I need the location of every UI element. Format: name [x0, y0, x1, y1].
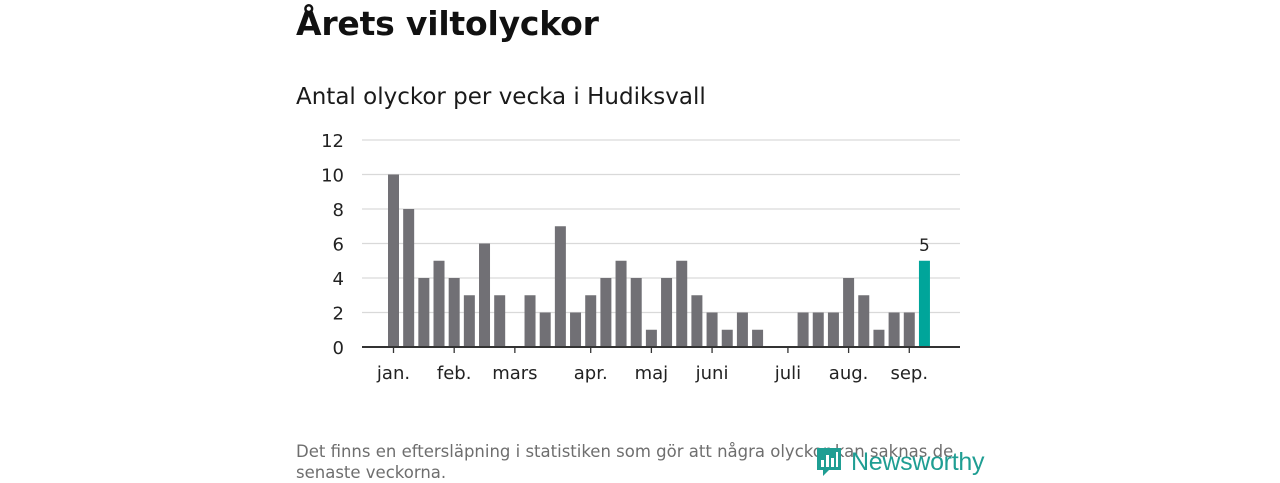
bar[interactable] — [418, 278, 430, 347]
bar[interactable] — [827, 312, 839, 348]
bar[interactable] — [585, 295, 597, 347]
newsworthy-brand-name: Newsworthy — [851, 447, 985, 476]
x-tick-label: jan. — [376, 363, 410, 384]
bar[interactable] — [752, 329, 764, 347]
bar[interactable] — [403, 209, 415, 347]
x-tick-label: aug. — [829, 363, 869, 384]
x-axis-labels: jan. feb. mars apr. maj juni juli aug. sep. — [376, 347, 928, 384]
bar[interactable] — [873, 329, 885, 347]
x-tick-label: feb. — [437, 363, 472, 384]
bars: 5 — [388, 174, 930, 348]
bar[interactable] — [812, 312, 824, 348]
bar[interactable] — [433, 260, 445, 347]
bar[interactable] — [539, 312, 551, 348]
x-tick-label: apr. — [574, 363, 608, 384]
bar[interactable] — [448, 278, 460, 347]
bar-chart: 0 2 4 6 8 10 12 5 jan. feb. mars apr. maj juni juli a… — [321, 131, 960, 384]
x-tick-label: juli — [774, 363, 801, 384]
bar[interactable] — [570, 312, 582, 348]
bar[interactable] — [554, 226, 566, 347]
bar[interactable] — [463, 295, 475, 347]
bar[interactable] — [858, 295, 870, 347]
bar[interactable] — [676, 260, 688, 347]
newsworthy-logo[interactable]: Newsworthy — [815, 446, 984, 478]
newsworthy-logo-icon — [817, 448, 841, 476]
bar-highlight[interactable] — [918, 260, 930, 347]
bar[interactable] — [721, 329, 733, 347]
y-tick-label: 2 — [333, 304, 344, 325]
bar[interactable] — [600, 278, 612, 347]
bar[interactable] — [691, 295, 703, 347]
bar[interactable] — [843, 278, 855, 347]
bar[interactable] — [494, 295, 506, 347]
y-tick-label: 6 — [333, 235, 344, 256]
footnote: Det finns en eftersläpning i statistiken… — [296, 442, 954, 482]
x-tick-label: juni — [695, 363, 729, 384]
y-tick-label: 10 — [321, 166, 344, 187]
y-tick-label: 0 — [333, 338, 344, 359]
y-tick-label: 8 — [333, 200, 344, 221]
x-tick-label: mars — [492, 363, 537, 384]
bar[interactable] — [903, 312, 915, 348]
bar[interactable] — [645, 329, 657, 347]
bar[interactable] — [630, 278, 642, 347]
bar[interactable] — [706, 312, 718, 348]
bar[interactable] — [388, 174, 399, 348]
bar[interactable] — [736, 312, 748, 348]
x-tick-label: sep. — [890, 363, 928, 384]
x-tick-label: maj — [635, 363, 669, 384]
bar[interactable] — [615, 260, 627, 347]
bar[interactable] — [797, 312, 809, 348]
bar[interactable] — [524, 295, 536, 347]
y-axis-ticks: 0 2 4 6 8 10 12 — [321, 131, 344, 359]
bar[interactable] — [888, 312, 900, 348]
y-tick-label: 4 — [333, 269, 344, 290]
page-title: Årets viltolyckor — [296, 4, 599, 43]
bar[interactable] — [479, 243, 491, 348]
chart-title: Antal olyckor per vecka i Hudiksvall — [296, 84, 706, 110]
highlight-value-label: 5 — [919, 236, 930, 256]
y-tick-label: 12 — [321, 131, 344, 152]
bar[interactable] — [661, 278, 673, 347]
